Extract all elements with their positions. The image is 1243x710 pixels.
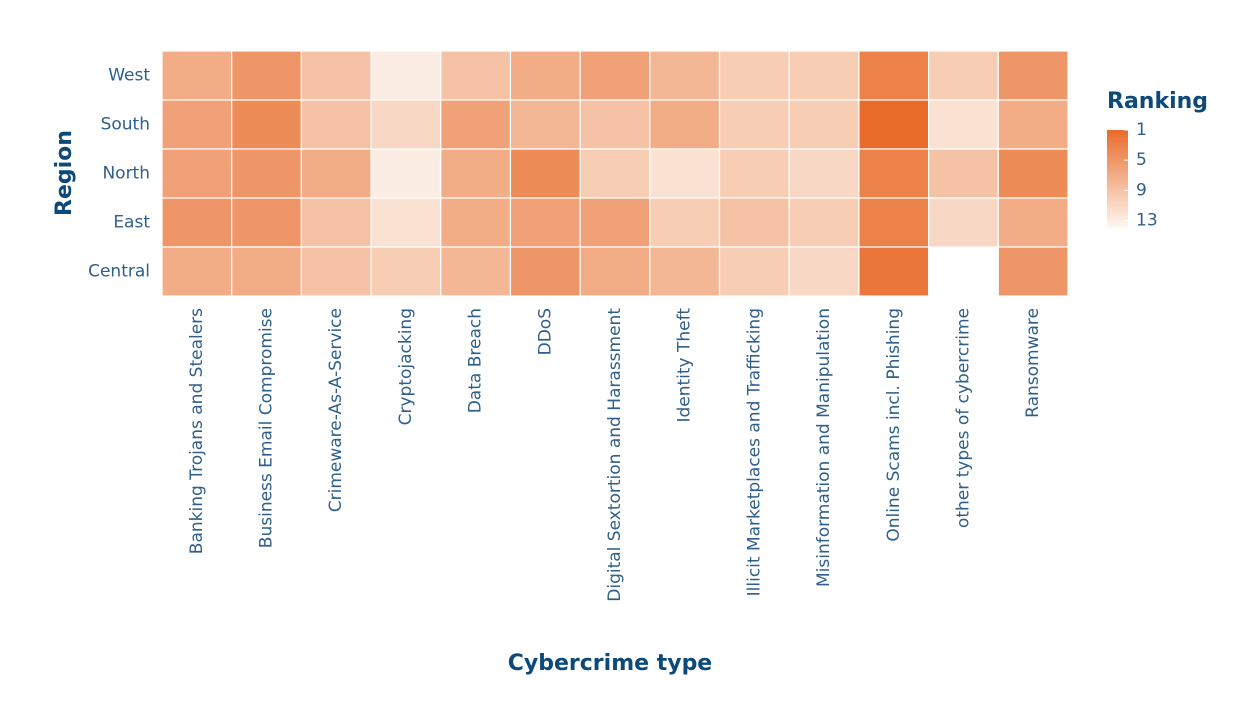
heatmap-cell bbox=[997, 197, 1069, 248]
heatmap-cell bbox=[300, 50, 372, 101]
heatmap-cell bbox=[370, 99, 442, 150]
heatmap-cell bbox=[718, 246, 790, 297]
x-tick-label: Illicit Marketplaces and Trafficking bbox=[744, 308, 764, 596]
heatmap-cell bbox=[300, 148, 372, 199]
x-axis-title: Cybercrime type bbox=[508, 651, 712, 676]
heatmap-cell bbox=[370, 246, 442, 297]
heatmap-cell bbox=[440, 197, 512, 248]
heatmap-cell bbox=[509, 246, 581, 297]
heatmap-cell bbox=[300, 246, 372, 297]
colorbar bbox=[1107, 130, 1128, 228]
heatmap-cell bbox=[718, 50, 790, 101]
x-tick-label: Business Email Compromise bbox=[257, 308, 277, 548]
heatmap-cell bbox=[788, 50, 860, 101]
heatmap-cell bbox=[649, 246, 721, 297]
heatmap-cell bbox=[161, 148, 233, 199]
heatmap-cell bbox=[928, 197, 999, 248]
heatmap-cell bbox=[509, 197, 581, 248]
x-tick-label: Banking Trojans and Stealers bbox=[187, 308, 207, 554]
heatmap-cell bbox=[718, 99, 790, 150]
colorbar-tick-label: 1 bbox=[1136, 120, 1147, 140]
x-tick-label: DDoS bbox=[535, 308, 555, 355]
colorbar-tick-label: 13 bbox=[1136, 210, 1158, 230]
heatmap-cell bbox=[579, 197, 651, 248]
heatmap-cell bbox=[858, 148, 930, 199]
y-tick-label: East bbox=[113, 213, 150, 233]
heatmap-cell bbox=[370, 148, 442, 199]
heatmap-cell bbox=[579, 99, 651, 150]
heatmap-cell bbox=[579, 246, 651, 297]
heatmap-cell bbox=[858, 197, 930, 248]
heatmap-cell bbox=[440, 50, 512, 101]
heatmap-cell bbox=[788, 197, 860, 248]
heatmap-cell bbox=[997, 246, 1069, 297]
heatmap-cell bbox=[788, 246, 860, 297]
heatmap-cell bbox=[231, 99, 302, 150]
heatmap-cell bbox=[231, 197, 302, 248]
heatmap-cell bbox=[440, 246, 512, 297]
heatmap-cell bbox=[509, 148, 581, 199]
x-tick-label: Ransomware bbox=[1023, 308, 1043, 418]
x-tick-label: Digital Sextortion and Harassment bbox=[605, 308, 625, 602]
colorbar-tick-label: 9 bbox=[1136, 180, 1147, 200]
heatmap-cell bbox=[231, 50, 302, 101]
x-tick-label: Online Scams incl. Phishing bbox=[884, 308, 904, 542]
heatmap-cell bbox=[997, 148, 1069, 199]
colorbar-tick-label: 5 bbox=[1136, 150, 1147, 170]
heatmap-cell bbox=[997, 50, 1069, 101]
heatmap-cell bbox=[858, 246, 930, 297]
heatmap-cell bbox=[788, 99, 860, 150]
heatmap-cell bbox=[161, 50, 233, 101]
heatmap-cell bbox=[718, 197, 790, 248]
heatmap-cell bbox=[370, 50, 442, 101]
heatmap-cell bbox=[370, 197, 442, 248]
heatmap-cell bbox=[579, 50, 651, 101]
y-tick-label: North bbox=[102, 164, 150, 184]
heatmap-cell bbox=[231, 148, 302, 199]
y-tick-label: South bbox=[101, 115, 150, 135]
heatmap-cell bbox=[509, 50, 581, 101]
heatmap-cell bbox=[161, 197, 233, 248]
y-tick-label: West bbox=[108, 66, 150, 86]
y-tick-label: Central bbox=[88, 262, 150, 282]
x-tick-label: other types of cybercrime bbox=[953, 308, 973, 528]
heatmap-cell bbox=[649, 197, 721, 248]
heatmap-cell bbox=[300, 99, 372, 150]
y-axis-title: Region bbox=[52, 130, 77, 216]
heatmap-cell bbox=[440, 99, 512, 150]
heatmap-cell bbox=[579, 148, 651, 199]
x-tick-label: Data Breach bbox=[466, 308, 486, 413]
heatmap-cell bbox=[509, 99, 581, 150]
heatmap-cell bbox=[649, 99, 721, 150]
heatmap-cell bbox=[997, 99, 1069, 150]
x-tick-label: Crimeware-As-A-Service bbox=[326, 308, 346, 512]
heatmap-cell bbox=[858, 50, 930, 101]
x-tick-label: Cryptojacking bbox=[396, 308, 416, 425]
x-tick-label: Misinformation and Manipulation bbox=[814, 308, 834, 587]
heatmap-cell bbox=[649, 50, 721, 101]
heatmap-cell bbox=[718, 148, 790, 199]
heatmap-cell bbox=[928, 99, 999, 150]
x-tick-label: Identity Theft bbox=[675, 308, 695, 423]
heatmap-cell bbox=[928, 50, 999, 101]
heatmap-cell bbox=[231, 246, 302, 297]
heatmap-cell bbox=[928, 148, 999, 199]
heatmap-cell bbox=[161, 99, 233, 150]
heatmap-cell bbox=[858, 99, 930, 150]
heatmap-cell bbox=[649, 148, 721, 199]
legend-title: Ranking bbox=[1107, 89, 1208, 114]
heatmap-cell bbox=[440, 148, 512, 199]
heatmap-cell bbox=[300, 197, 372, 248]
heatmap-cell bbox=[788, 148, 860, 199]
heatmap-cell bbox=[161, 246, 233, 297]
